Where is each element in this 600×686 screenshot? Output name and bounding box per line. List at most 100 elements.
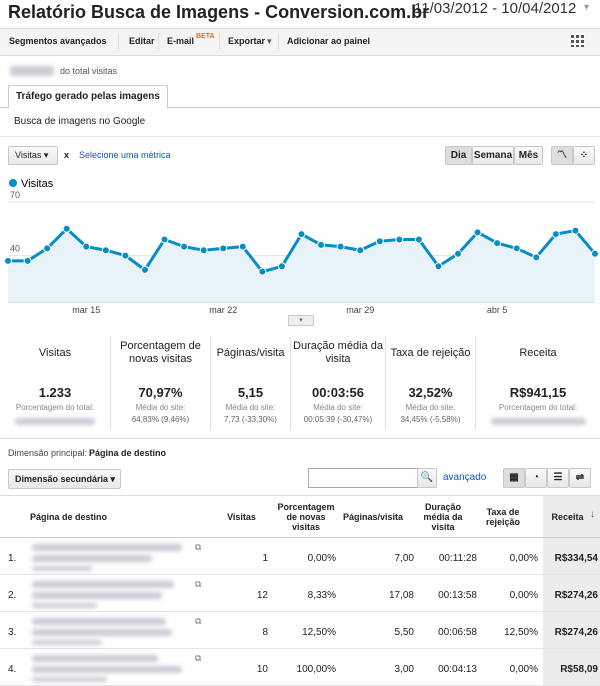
beta-badge: BETA <box>196 33 215 40</box>
blurred-url <box>32 544 182 551</box>
blurred-url <box>32 655 158 662</box>
metric-dropdown[interactable]: Visitas ▾ <box>8 146 58 165</box>
dimension-value[interactable]: Página de destino <box>89 448 167 458</box>
blurred-url <box>32 581 174 588</box>
column-header[interactable]: Taxa de rejeição <box>485 507 521 527</box>
point <box>336 242 345 251</box>
open-link-icon[interactable]: ⧉ <box>195 542 202 552</box>
line-chart-toggle[interactable]: 〽 <box>551 146 573 165</box>
table-cell: 00:04:13 <box>438 664 477 675</box>
view-performance[interactable]: ☰ <box>547 468 569 488</box>
column-header[interactable]: Duração média da visita <box>423 502 463 532</box>
segment-label: Busca de imagens no Google <box>14 116 146 127</box>
row-index: 2. <box>8 590 17 601</box>
scorecard-value: 70,97% <box>138 385 183 400</box>
scorecard-sub-value: 64,83% (9,46%) <box>131 415 190 424</box>
table-cell: 0,00% <box>509 553 538 564</box>
remove-metric[interactable]: x <box>64 150 70 160</box>
column-header[interactable]: Visitas <box>227 512 256 522</box>
divider <box>0 438 600 439</box>
separator <box>219 33 220 49</box>
legend-swatch <box>9 179 17 187</box>
scorecard-sub-label: Média do site: <box>225 403 276 412</box>
toolbar-item[interactable]: Segmentos avançados <box>9 36 107 46</box>
scorecard: Taxa de rejeição 32,52% Média do site: 34,4… <box>385 336 475 430</box>
advanced-link[interactable]: avançado <box>443 472 487 483</box>
scorecard: Visitas 1.233 Porcentagem do total: <box>0 336 110 430</box>
select-metric-link[interactable]: Selecione uma métrica <box>79 150 171 160</box>
report-title: Relatório Busca de Imagens - Conversion.… <box>8 2 430 22</box>
scorecard-label: Taxa de rejeição <box>390 346 471 359</box>
search-button[interactable]: 🔍 <box>417 468 437 488</box>
blurred-url <box>32 566 92 571</box>
scorecard-sub-label: Média do site: <box>135 403 186 412</box>
blurred-url <box>32 603 97 608</box>
blurred-url <box>32 666 182 673</box>
point <box>82 242 91 251</box>
table-cell: R$58,09 <box>560 664 598 675</box>
column-header[interactable]: Receita <box>551 512 584 522</box>
open-link-icon[interactable]: ⧉ <box>195 579 202 589</box>
sort-arrow[interactable]: ↓ <box>590 509 595 520</box>
open-link-icon[interactable]: ⧉ <box>195 616 202 626</box>
scorecard-sub-label: Média do site: <box>405 403 456 412</box>
sorted-column <box>543 496 600 686</box>
table-cell: 100,00% <box>296 664 336 675</box>
scorecard-label: Receita <box>519 346 557 359</box>
table-cell: 0,00% <box>509 590 538 601</box>
scorecard-label: Porcentagem de novas visitas <box>120 340 201 365</box>
motion-chart-toggle[interactable]: ⁘ <box>573 146 595 165</box>
view-pie[interactable]: ◔ <box>525 468 547 488</box>
view-table[interactable]: ▦ <box>503 468 525 488</box>
scorecard-value: 1.233 <box>38 385 72 400</box>
table-cell: R$274,26 <box>554 627 598 638</box>
column-header[interactable]: Páginas/visita <box>342 512 404 522</box>
dimension-label: Dimensão principal: <box>8 448 88 458</box>
row-index: 3. <box>8 627 17 638</box>
table-cell: 00:13:58 <box>438 590 477 601</box>
period-button[interactable]: Mês <box>514 146 543 165</box>
point <box>140 265 149 274</box>
search-input[interactable] <box>308 468 418 488</box>
point <box>160 235 169 244</box>
scorecard-sub-value: 00:05:39 (-30,47%) <box>303 415 373 424</box>
period-button[interactable]: Dia <box>445 146 472 165</box>
row-divider <box>0 574 600 575</box>
column-header[interactable]: Porcentagem de novas visitas <box>277 502 335 532</box>
point <box>101 246 110 255</box>
grid-icon[interactable] <box>571 33 585 47</box>
y-tick-label: 40 <box>10 244 20 254</box>
date-dropdown-arrow[interactable]: ▾ <box>584 2 590 13</box>
secondary-dimension-dropdown[interactable]: Dimensão secundária ▾ <box>8 469 121 489</box>
toolbar-item[interactable]: Exportar <box>228 36 266 46</box>
chart-collapse-handle[interactable]: ▾ <box>288 315 314 326</box>
tab[interactable]: Tráfego gerado pelas imagens <box>8 85 168 109</box>
toolbar-item[interactable]: E-mail <box>167 36 195 46</box>
period-button[interactable]: Semana <box>472 146 514 165</box>
separator <box>158 33 159 49</box>
column-header[interactable]: Página de destino <box>30 512 108 522</box>
toolbar-item[interactable]: Adicionar ao painel <box>287 36 371 46</box>
row-divider <box>0 648 600 649</box>
blurred-url <box>32 677 107 682</box>
scorecard-sub-value: 34,45% (-5,58%) <box>400 415 461 424</box>
toolbar-item[interactable]: Editar <box>129 36 155 46</box>
date-range[interactable]: 11/03/2012 - 10/04/2012 <box>414 0 577 17</box>
point <box>23 256 32 265</box>
point <box>473 228 482 237</box>
point <box>454 249 463 258</box>
divider <box>0 495 600 496</box>
scorecard-label: Duração média da visita <box>293 340 383 365</box>
blurred-url <box>32 629 172 636</box>
dropdown-arrow: ▾ <box>267 36 272 46</box>
row-index: 1. <box>8 553 17 564</box>
x-tick-label: mar 15 <box>72 305 100 315</box>
scorecard-label: Páginas/visita <box>216 346 285 359</box>
toolbar <box>0 28 600 56</box>
open-link-icon[interactable]: ⧉ <box>195 653 202 663</box>
scorecard-value: 00:03:56 <box>311 385 365 400</box>
scorecard-sub-label: Porcentagem do total: <box>498 403 578 412</box>
row-index: 4. <box>8 664 17 675</box>
view-comparison[interactable]: ⇌ <box>569 468 591 488</box>
